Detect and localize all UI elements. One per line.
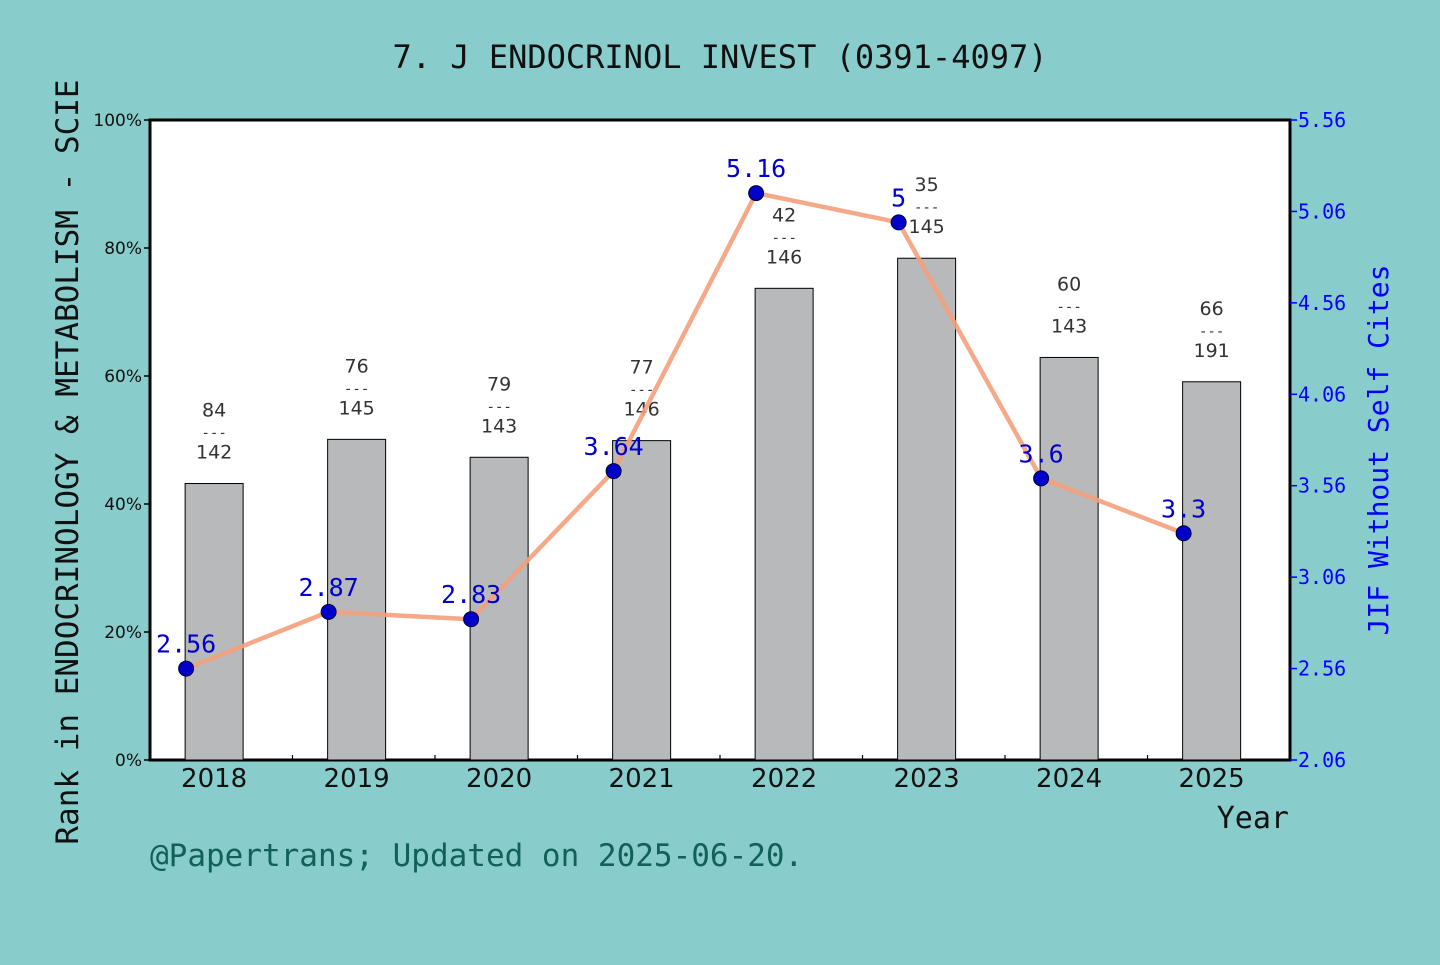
- rank-separator-2018: ---: [201, 426, 226, 442]
- rank-denominator-2023: 145: [908, 216, 944, 238]
- jif-label-2022: 5.16: [726, 154, 786, 183]
- rank-numerator-2023: 35: [915, 174, 939, 196]
- rank-separator-2021: ---: [629, 383, 654, 399]
- jif-point-2021: [605, 463, 622, 480]
- bar-2025: [1182, 381, 1242, 761]
- x-tick-label-2024: 2024: [1036, 764, 1102, 794]
- jif-label-2025: 3.3: [1161, 494, 1206, 523]
- right-axis: 2.06 2.56 3.06 3.56 4.06 4.56 5.06 5.56: [1290, 108, 1346, 772]
- rank-separator-2025: ---: [1199, 324, 1224, 340]
- left-tick-label: 20%: [104, 623, 142, 643]
- bar-2022: [754, 287, 814, 761]
- bar-2019: [327, 438, 387, 761]
- y2-axis-title: JIF Without Self Cites: [1362, 265, 1395, 636]
- rank-denominator-2021: 146: [623, 399, 659, 421]
- rank-numerator-2018: 84: [202, 400, 226, 422]
- jif-label-2020: 2.83: [441, 580, 501, 609]
- left-axis: 0% 20% 40% 60% 80% 100%: [93, 111, 150, 771]
- left-tick-label: 40%: [104, 495, 142, 515]
- right-tick-label: 5.56: [1298, 108, 1346, 132]
- rank-separator-2023: ---: [914, 200, 939, 216]
- x-tick-label-2025: 2025: [1179, 764, 1245, 794]
- right-tick-label: 3.56: [1298, 474, 1346, 498]
- left-tick-label: 60%: [104, 367, 142, 387]
- bar-2023: [897, 257, 957, 761]
- rank-separator-2022: ---: [771, 230, 796, 246]
- jif-point-2018: [178, 660, 195, 677]
- rank-separator-2019: ---: [344, 381, 369, 397]
- bar-2018: [184, 483, 244, 761]
- left-tick-label: 0%: [115, 751, 142, 771]
- x-axis: 2018 2019 2020 2021 2022 2023 2024 2025: [181, 755, 1245, 794]
- jif-line: [185, 190, 1185, 671]
- rank-denominator-2019: 145: [338, 397, 374, 419]
- rank-numerator-2025: 66: [1200, 298, 1224, 320]
- jif-label-2018: 2.56: [156, 630, 216, 659]
- chart-title: 7. J ENDOCRINOL INVEST (0391-4097): [392, 38, 1047, 76]
- rank-separator-2020: ---: [486, 399, 511, 415]
- rank-labels-layer: 84---14276---14579---14377---14642---146…: [196, 174, 1230, 463]
- right-tick-label: 3.06: [1298, 565, 1346, 589]
- jif-label-2023: 5: [891, 183, 906, 212]
- rank-denominator-2022: 146: [766, 246, 802, 268]
- right-tick-label: 2.56: [1298, 657, 1346, 681]
- x-axis-title: Year: [1217, 801, 1289, 836]
- rank-denominator-2018: 142: [196, 442, 232, 464]
- rank-numerator-2021: 77: [630, 357, 654, 379]
- bar-2024: [1039, 356, 1099, 761]
- y-axis-title: Rank in ENDOCRINOLOGY & METABOLISM - SCI…: [50, 79, 86, 844]
- rank-denominator-2020: 143: [481, 415, 517, 437]
- jif-label-2019: 2.87: [299, 573, 359, 602]
- rank-numerator-2024: 60: [1057, 273, 1081, 295]
- jif-point-2025: [1175, 525, 1192, 542]
- x-tick-label-2022: 2022: [751, 764, 817, 794]
- jif-point-2022: [748, 185, 765, 202]
- bars-layer: [184, 257, 1242, 761]
- line-layer: [178, 185, 1192, 677]
- rank-numerator-2022: 42: [772, 204, 796, 226]
- right-tick-label: 4.06: [1298, 382, 1346, 406]
- plot-area: [148, 118, 1292, 762]
- rank-denominator-2024: 143: [1051, 315, 1087, 337]
- right-tick-label: 4.56: [1298, 291, 1346, 315]
- rank-separator-2024: ---: [1056, 299, 1081, 315]
- left-tick-label: 80%: [104, 239, 142, 259]
- jif-label-2021: 3.64: [584, 432, 644, 461]
- right-tick-label: 2.06: [1298, 748, 1346, 772]
- jif-point-2020: [463, 611, 480, 628]
- jif-label-2024: 3.6: [1019, 439, 1064, 468]
- rank-numerator-2020: 79: [487, 373, 511, 395]
- bar-2021: [612, 440, 672, 761]
- left-tick-label: 100%: [93, 111, 142, 131]
- x-tick-label-2018: 2018: [181, 764, 247, 794]
- rank-numerator-2019: 76: [345, 355, 369, 377]
- jif-point-2019: [320, 603, 337, 620]
- right-tick-label: 5.06: [1298, 199, 1346, 223]
- jif-labels-layer: 2.56 2.87 2.83 3.64 5.16 5 3.6 3.3: [156, 154, 1206, 658]
- jif-point-2024: [1033, 470, 1050, 487]
- x-tick-label-2019: 2019: [324, 764, 390, 794]
- x-tick-label-2021: 2021: [609, 764, 675, 794]
- x-tick-label-2020: 2020: [466, 764, 532, 794]
- jif-point-2023: [890, 214, 907, 231]
- x-tick-label-2023: 2023: [894, 764, 960, 794]
- rank-denominator-2025: 191: [1193, 340, 1229, 362]
- footer-note: @Papertrans; Updated on 2025-06-20.: [150, 838, 803, 874]
